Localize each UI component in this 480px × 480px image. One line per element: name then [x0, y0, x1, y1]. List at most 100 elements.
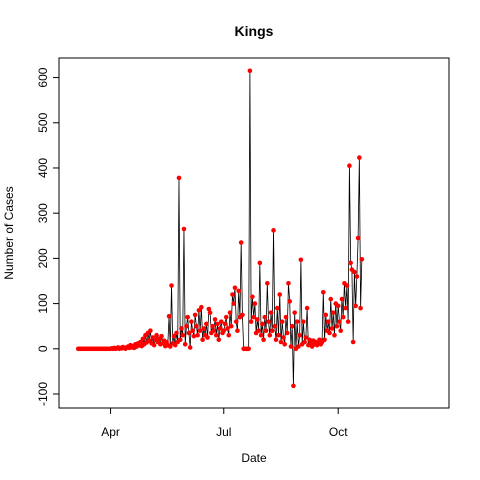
data-point: [222, 321, 228, 327]
data-point: [196, 308, 202, 313]
data-point: [238, 240, 244, 245]
data-point: [298, 257, 304, 263]
data-point: [228, 323, 234, 329]
data-point: [212, 317, 218, 322]
data-point: [272, 323, 278, 329]
x-axis: Apr Jul Oct: [101, 407, 348, 439]
data-point: [284, 330, 290, 336]
data-point: [201, 326, 207, 331]
data-point: [281, 335, 286, 340]
data-point: [240, 312, 245, 318]
y-tick-label: 300: [36, 203, 50, 223]
x-tick-label: Jul: [216, 425, 231, 439]
data-point: [276, 332, 281, 338]
data-point: [268, 310, 274, 315]
data-point: [252, 301, 258, 306]
data-point: [294, 319, 300, 324]
data-point: [226, 332, 232, 338]
data-point: [322, 337, 327, 343]
data-point: [172, 342, 178, 348]
data-point: [216, 337, 222, 343]
data-point: [206, 306, 212, 312]
data-point: [171, 333, 177, 339]
data-point: [214, 332, 219, 338]
data-point: [323, 312, 329, 318]
data-point: [320, 289, 326, 295]
data-point: [235, 328, 240, 334]
plot-frame: [58, 57, 450, 409]
data-point: [271, 228, 276, 233]
data-point: [140, 336, 146, 342]
data-point: [292, 310, 297, 315]
data-point: [211, 328, 217, 334]
data-point: [274, 305, 280, 311]
data-point: [304, 305, 310, 311]
data-point: [348, 260, 353, 266]
data-point: [189, 319, 194, 324]
data-point: [273, 337, 279, 343]
data-point: [330, 310, 336, 315]
y-tick-label: 0: [36, 345, 50, 352]
y-axis: -100 0 100 200 300 400 500 600: [36, 67, 60, 406]
data-point: [177, 337, 183, 343]
data-point: [247, 68, 253, 74]
data-point: [186, 330, 192, 336]
data-point: [327, 330, 332, 336]
data-point: [258, 332, 264, 338]
data-point: [151, 342, 157, 348]
data-point: [347, 163, 352, 169]
data-point: [221, 328, 227, 334]
data-point: [232, 285, 238, 291]
data-point: [337, 319, 342, 324]
data-point: [266, 319, 271, 324]
data-point: [256, 328, 261, 334]
data-point: [199, 304, 204, 310]
data-point: [138, 339, 143, 345]
data-point: [283, 314, 289, 320]
data-point: [288, 344, 294, 349]
data-point: [195, 332, 200, 338]
data-point: [227, 310, 233, 315]
data-point: [255, 317, 260, 322]
data-point: [301, 319, 306, 324]
y-axis-label: Number of Cases: [2, 186, 16, 279]
series-points: [75, 68, 365, 389]
data-point: [246, 346, 251, 352]
data-point: [335, 303, 341, 309]
data-point: [354, 274, 360, 279]
data-point: [179, 326, 184, 331]
y-tick-label: 500: [36, 112, 50, 132]
data-point: [282, 341, 288, 347]
data-point: [205, 335, 210, 340]
data-point: [223, 314, 229, 320]
data-point: [263, 328, 269, 334]
data-point: [251, 314, 256, 320]
data-point: [233, 319, 239, 324]
data-point: [192, 312, 198, 318]
data-point: [187, 345, 193, 350]
data-point: [338, 328, 344, 334]
data-point: [267, 332, 273, 338]
data-point: [166, 313, 172, 319]
data-point: [343, 305, 348, 311]
y-tick-label: 400: [36, 158, 50, 178]
chart-title: Kings: [235, 23, 274, 39]
data-point: [265, 280, 270, 286]
data-point: [297, 332, 302, 338]
x-tick-label: Apr: [101, 425, 120, 439]
data-point: [218, 319, 224, 324]
data-point: [302, 339, 307, 345]
data-point: [194, 323, 199, 329]
data-point: [215, 321, 220, 327]
y-tick-label: 100: [36, 293, 50, 313]
data-point: [359, 256, 365, 262]
data-point: [332, 332, 337, 338]
data-point: [250, 294, 255, 300]
data-point: [277, 292, 283, 297]
data-point: [307, 337, 312, 343]
data-point: [339, 296, 345, 302]
data-point: [230, 292, 235, 297]
data-point: [262, 314, 268, 320]
data-point: [148, 328, 153, 334]
